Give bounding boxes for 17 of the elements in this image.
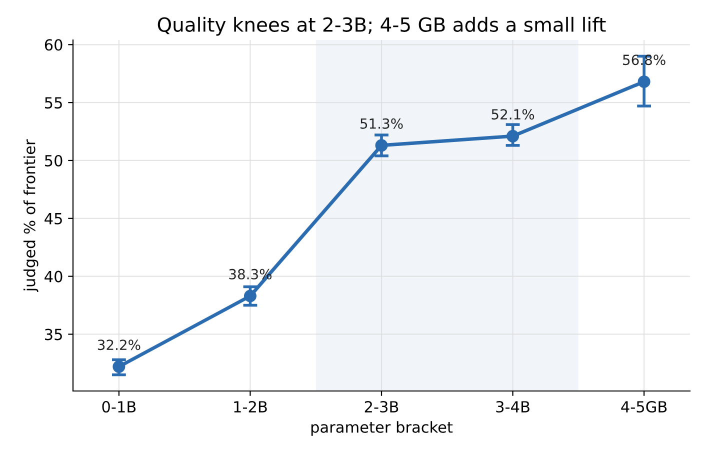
chart-title: Quality knees at 2-3B; 4-5 GB adds a small lift xyxy=(158,16,606,36)
y-tick-label: 60 xyxy=(44,39,62,51)
y-tick-label: 40 xyxy=(44,270,62,282)
text: 32.2% xyxy=(98,340,140,350)
y-tick-label: 55 xyxy=(45,97,62,109)
x-tick-label: 4-5GB xyxy=(621,400,667,413)
x-tick-label: 1-2B xyxy=(234,400,267,412)
y-tick-label: 50 xyxy=(45,154,62,166)
y-axis-title: judged % of frontier xyxy=(23,139,38,292)
text: 52.1% xyxy=(492,109,534,120)
x-tick-label: 3-4B xyxy=(496,400,530,413)
y-tick-label: 45 xyxy=(44,213,62,224)
x-tick-label: 0-1B xyxy=(102,400,136,413)
y-tick-label: 35 xyxy=(45,328,62,340)
x-tick-label: 2-3B xyxy=(364,400,398,413)
x-axis-title: parameter bracket xyxy=(311,421,453,436)
text: 51.3% xyxy=(360,118,403,129)
